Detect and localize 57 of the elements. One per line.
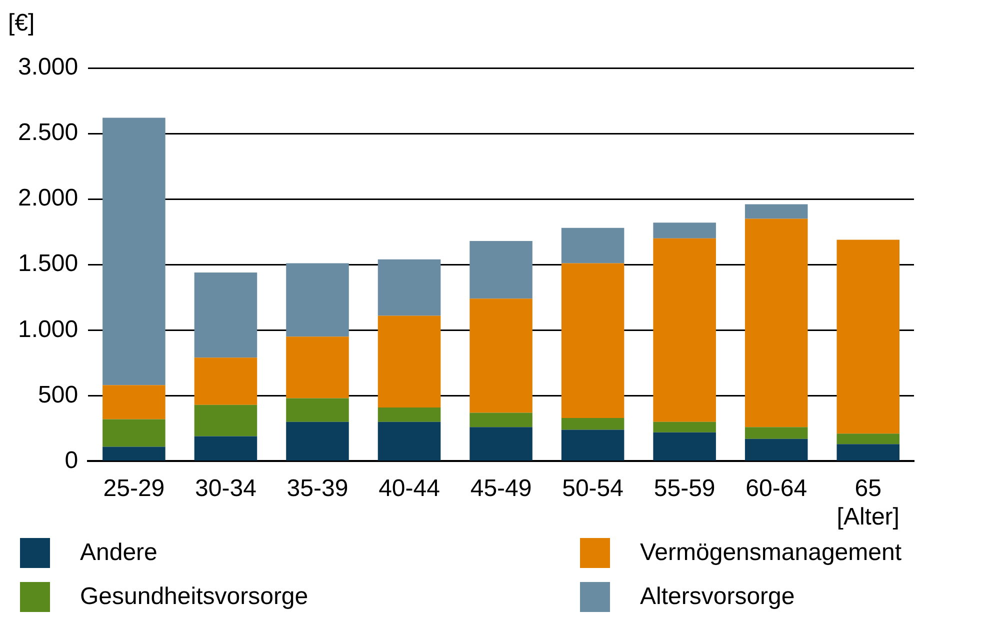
x-tick-label: 40-44 [378, 475, 440, 502]
y-tick-label: 1.500 [18, 250, 78, 278]
bar [286, 398, 349, 422]
y-tick-label: 3.000 [18, 54, 78, 81]
x-tick-label: 45-49 [470, 475, 532, 502]
bar [194, 436, 258, 460]
bar [102, 446, 166, 460]
bar [744, 218, 808, 428]
bar [561, 418, 624, 430]
bar [561, 228, 624, 264]
y-tick-label: 2.500 [18, 119, 78, 146]
bar [561, 430, 624, 460]
legend-label: Altersvorsorge [640, 583, 795, 611]
bar [286, 422, 349, 460]
bar [102, 118, 166, 386]
legend-label: Vermögensmanagement [640, 539, 902, 567]
bar [378, 316, 441, 408]
bar [653, 222, 716, 238]
bar [194, 358, 258, 405]
bar [836, 444, 900, 460]
bar [378, 422, 441, 460]
bar [102, 419, 166, 447]
bar [102, 385, 166, 420]
bar [744, 427, 808, 439]
legend-label: Gesundheitsvorsorge [80, 583, 308, 611]
x-tick-label: 55-59 [654, 475, 716, 502]
y-axis-title: [€] [8, 10, 35, 37]
bar [378, 407, 441, 422]
y-tick-label: 1.000 [18, 316, 78, 343]
x-tick-label: 35-39 [286, 475, 348, 502]
bar [470, 412, 532, 428]
y-tick-label: 0 [64, 446, 78, 474]
bar [653, 238, 716, 422]
bar [744, 438, 808, 460]
bar [561, 263, 624, 418]
legend-label: Andere [80, 539, 158, 567]
y-tick-label: 2.000 [18, 184, 78, 212]
x-tick-label: 25-29 [103, 475, 165, 502]
bar [194, 272, 258, 358]
x-tick-label: 30-34 [195, 475, 256, 502]
x-axis-title: [Alter] [836, 504, 900, 531]
x-tick-label: 65 [854, 475, 882, 502]
bar [378, 259, 441, 316]
bar [836, 434, 900, 444]
bar [744, 204, 808, 219]
bar [470, 298, 532, 413]
x-tick-label: 50-54 [562, 475, 624, 502]
bar [194, 404, 258, 436]
bar [653, 432, 716, 460]
bar [470, 427, 532, 460]
bar [286, 263, 349, 337]
bar [286, 336, 349, 398]
bar [653, 422, 716, 432]
x-tick-label: 60-64 [746, 475, 808, 502]
bar [836, 240, 900, 434]
y-tick-label: 500 [38, 381, 78, 408]
bar [470, 241, 532, 299]
